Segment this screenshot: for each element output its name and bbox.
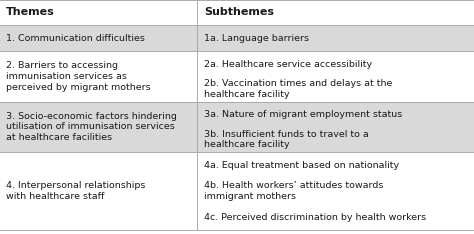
Text: Subthemes: Subthemes — [204, 7, 274, 17]
Text: 1a. Language barriers: 1a. Language barriers — [204, 33, 309, 43]
Bar — [0, 102, 474, 152]
Text: 4b. Health workers’ attitudes towards
immigrant mothers: 4b. Health workers’ attitudes towards im… — [204, 181, 383, 201]
Text: 3a. Nature of migrant employment status: 3a. Nature of migrant employment status — [204, 110, 402, 119]
Bar — [0, 152, 474, 230]
Text: 2b. Vaccination times and delays at the
healthcare facility: 2b. Vaccination times and delays at the … — [204, 79, 392, 99]
Text: 4a. Equal treatment based on nationality: 4a. Equal treatment based on nationality — [204, 161, 399, 170]
Text: 2a. Healthcare service accessibility: 2a. Healthcare service accessibility — [204, 60, 372, 69]
Bar — [0, 0, 474, 25]
Bar — [0, 25, 474, 51]
Text: 2. Barriers to accessing
immunisation services as
perceived by migrant mothers: 2. Barriers to accessing immunisation se… — [6, 61, 150, 92]
Text: 3b. Insufficient funds to travel to a
healthcare facility: 3b. Insufficient funds to travel to a he… — [204, 130, 369, 149]
Text: 4c. Perceived discrimination by health workers: 4c. Perceived discrimination by health w… — [204, 213, 426, 222]
Bar — [0, 51, 474, 102]
Text: 4. Interpersonal relationships
with healthcare staff: 4. Interpersonal relationships with heal… — [6, 181, 145, 201]
Text: Themes: Themes — [6, 7, 55, 17]
Text: 1. Communication difficulties: 1. Communication difficulties — [6, 33, 145, 43]
Text: 3. Socio-economic factors hindering
utilisation of immunisation services
at heal: 3. Socio-economic factors hindering util… — [6, 112, 176, 142]
